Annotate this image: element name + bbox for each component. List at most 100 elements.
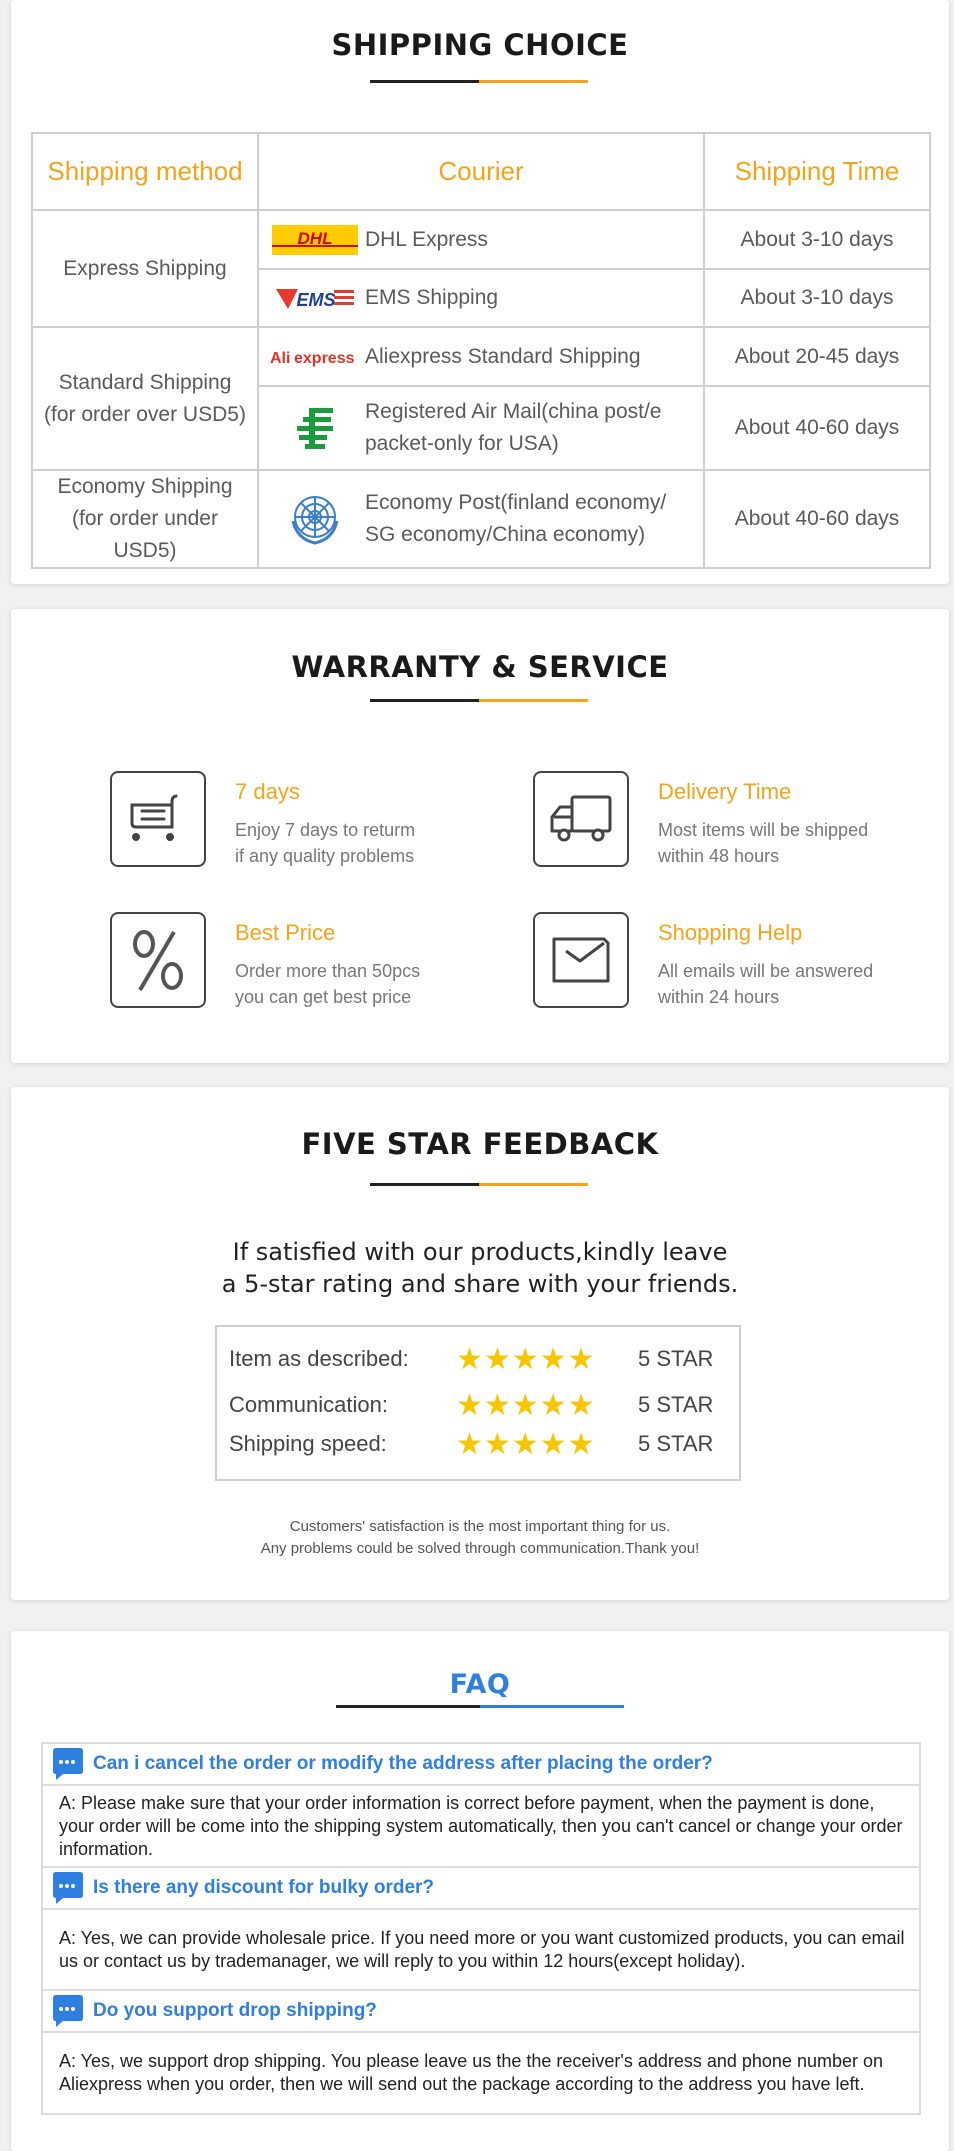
- section-title: SHIPPING CHOICE: [331, 28, 629, 62]
- warranty-title: 7 days: [235, 779, 300, 804]
- shipping-time: About 20-45 days: [703, 326, 931, 387]
- title-underline: [370, 1183, 588, 1186]
- rating-label: Communication:: [229, 1392, 388, 1417]
- feedback-lead: If satisfied with our products,kindly le…: [232, 1238, 728, 1266]
- china-post-logo: [265, 406, 365, 450]
- table-row: Express Shipping DHL DHL Express About 3…: [31, 209, 931, 328]
- table-row: Registered Air Mail(china post/e packet-o…: [32, 385, 931, 471]
- courier-name: EMS Shipping: [365, 286, 499, 309]
- rating-value: 5 STAR: [638, 1392, 714, 1417]
- rating-row: Communication: ★★★★★ 5 STAR: [229, 1387, 729, 1423]
- method-cell: Standard Shipping (for order over USD5): [31, 326, 259, 471]
- courier-name: Aliexpress Standard Shipping: [365, 344, 641, 368]
- shipping-choice-card: SHIPPING CHOICE Shipping method Courier …: [11, 0, 949, 584]
- ems-logo: EMS: [265, 283, 365, 313]
- header-shipping-time: Shipping Time: [703, 132, 931, 211]
- courier-name: Economy Post(finland economy/: [365, 491, 667, 514]
- method-note: (for order under USD5): [72, 507, 218, 562]
- rating-value: 5 STAR: [638, 1431, 714, 1456]
- shipping-time: About 3-10 days: [703, 209, 931, 270]
- percent-icon: [110, 912, 206, 1008]
- faq-list: Can i cancel the order or modify the add…: [41, 1742, 921, 2115]
- courier-cell: Economy Post(finland economy/SG economy/…: [257, 469, 705, 569]
- rating-label: Shipping speed:: [229, 1431, 387, 1456]
- warranty-desc: Order more than 50pcs: [235, 961, 421, 981]
- shipping-time: About 40-60 days: [703, 385, 931, 471]
- courier-cell: DHL DHL Express: [257, 209, 705, 270]
- courier-name-cont: SG economy/China economy): [365, 523, 646, 546]
- feedback-footer-cont: Any problems could be solved through com…: [260, 1540, 700, 1557]
- courier-cell: EMS EMS Shipping: [257, 268, 705, 328]
- courier-name: Registered Air Mail(china post/e: [365, 400, 662, 423]
- five-star-feedback-card: FIVE STAR FEEDBACK If satisfied with our…: [11, 1087, 949, 1600]
- warranty-desc-cont: you can get best price: [235, 987, 412, 1007]
- svg-text:DHL: DHL: [298, 229, 333, 248]
- method-cell: Express Shipping: [31, 209, 259, 328]
- table-header-row: Shipping method Courier Shipping Time: [31, 132, 931, 211]
- envelope-icon: [533, 912, 629, 1008]
- method-note: (for order over USD5): [44, 402, 246, 426]
- warranty-service-card: WARRANTY & SERVICE 7 days Enjoy 7 days t…: [11, 609, 949, 1063]
- title-underline: [370, 699, 588, 702]
- question-text: Can i cancel the order or modify the add…: [93, 1753, 713, 1774]
- shipping-time: About 40-60 days: [703, 469, 931, 569]
- truck-icon: [533, 771, 629, 867]
- star-icons: ★★★★★: [456, 1427, 596, 1461]
- question-text: Do you support drop shipping?: [93, 2000, 377, 2021]
- faq-answer: A: Yes, we can provide wholesale price. …: [43, 1910, 919, 1991]
- warranty-desc: Most items will be shipped: [658, 820, 869, 840]
- section-title: FAQ: [449, 1669, 511, 1700]
- method-label: Standard Shipping: [58, 370, 232, 394]
- table-row: EMS EMS Shipping About 3-10 days: [32, 268, 931, 328]
- svg-text:express: express: [294, 350, 355, 367]
- warranty-desc: All emails will be answered: [658, 961, 874, 981]
- star-icons: ★★★★★: [456, 1342, 596, 1376]
- courier-name: DHL Express: [365, 227, 488, 251]
- svg-text:Ali: Ali: [270, 350, 290, 367]
- svg-text:EMS: EMS: [296, 290, 335, 310]
- faq-answer: A: Please make sure that your order info…: [43, 1786, 919, 1868]
- title-underline: [370, 80, 588, 83]
- rating-row: Shipping speed: ★★★★★ 5 STAR: [229, 1426, 729, 1462]
- rating-value: 5 STAR: [638, 1346, 714, 1371]
- table-row: Standard Shipping (for order over USD5) A…: [31, 326, 931, 471]
- method-label: Economy Shipping: [57, 475, 233, 498]
- warranty-desc: Enjoy 7 days to returm: [235, 820, 416, 840]
- faq-answer: A: Yes, we support drop shipping. You pl…: [59, 2051, 884, 2094]
- question-text: Is there any discount for bulky order?: [93, 1877, 435, 1898]
- un-logo: [265, 491, 365, 547]
- faq-question: Do you support drop shipping?: [43, 1991, 919, 2033]
- warranty-title: Best Price: [235, 920, 336, 945]
- section-title: FIVE STAR FEEDBACK: [301, 1127, 659, 1161]
- star-icons: ★★★★★: [456, 1388, 596, 1422]
- chat-bubble-icon: [53, 1872, 83, 1904]
- warranty-desc-cont: if any quality problems: [235, 846, 415, 866]
- chat-bubble-icon: [53, 1995, 83, 2027]
- aliexpress-logo: Ali express: [265, 345, 365, 369]
- dhl-logo: DHL: [265, 224, 365, 255]
- shipping-time: About 3-10 days: [703, 268, 931, 328]
- method-cell: Economy Shipping (for order under USD5): [31, 469, 259, 569]
- chat-bubble-icon: [53, 1748, 83, 1780]
- rating-row: Item as described: ★★★★★ 5 STAR: [229, 1341, 729, 1377]
- ratings-box: Item as described: ★★★★★ 5 STAR Communicat…: [215, 1325, 741, 1481]
- courier-cell: Ali express Aliexpress Standard Shipping: [257, 326, 705, 387]
- warranty-desc-cont: within 48 hours: [658, 846, 780, 866]
- section-title: WARRANTY & SERVICE: [291, 650, 669, 684]
- table-row: Economy Shipping (for order under USD5) E…: [31, 469, 931, 569]
- cart-icon: [110, 771, 206, 867]
- courier-cell: Registered Air Mail(china post/e packet-o…: [257, 385, 705, 471]
- feedback-footer: Customers' satisfaction is the most impo…: [289, 1518, 671, 1535]
- rating-label: Item as described:: [229, 1346, 409, 1371]
- warranty-title: Delivery Time: [658, 779, 792, 804]
- shipping-table: Shipping method Courier Shipping Time Ex…: [31, 132, 931, 569]
- faq-question: Is there any discount for bulky order?: [43, 1868, 919, 1910]
- header-shipping-method: Shipping method: [31, 132, 259, 211]
- warranty-title: Shopping Help: [658, 920, 803, 945]
- feedback-lead-cont: a 5-star rating and share with your frie…: [221, 1270, 739, 1298]
- faq-card: FAQ Can i cancel the order or modify the…: [11, 1631, 949, 2151]
- faq-question: Can i cancel the order or modify the add…: [43, 1744, 919, 1786]
- header-courier: Courier: [257, 132, 705, 211]
- title-underline: [336, 1705, 624, 1708]
- courier-name-cont: packet-only for USA): [365, 432, 559, 455]
